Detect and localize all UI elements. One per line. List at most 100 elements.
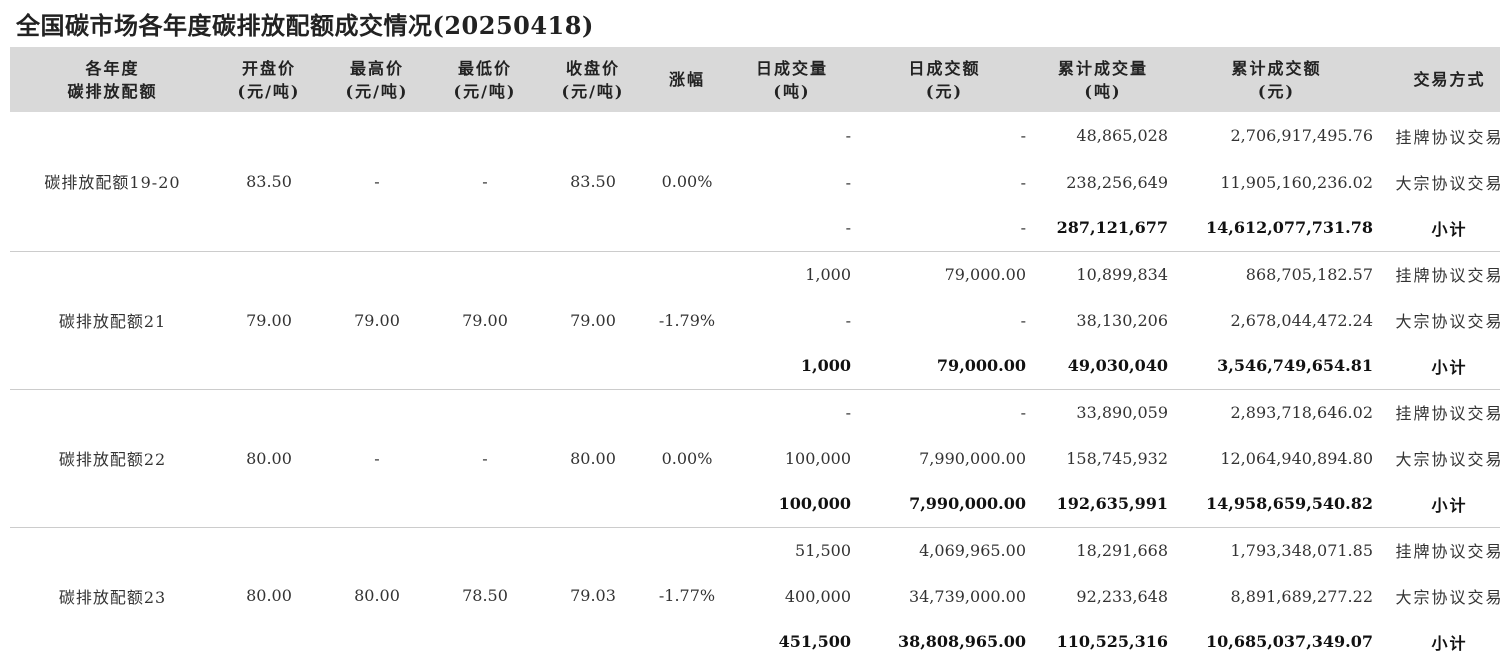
cum-volume-subtotal: 192,635,991 (1056, 494, 1168, 514)
daily-amount: - (1020, 172, 1026, 192)
daily-amount: - (857, 388, 1032, 435)
cum-amount: 8,891,689,277.22 (1230, 586, 1374, 606)
daily-volume: - (845, 172, 851, 192)
header-category: 各年度 碳排放配额 (67, 58, 158, 101)
cum-amount-subtotal: 14,612,077,731.78 (1205, 218, 1373, 238)
header-daily-volume: 日成交量 (吨) (755, 58, 828, 101)
header-high: 最高价 (元/吨) (345, 58, 409, 101)
cum-volume: 18,291,668 (1032, 526, 1174, 573)
cum-volume: 33,890,059 (1032, 388, 1174, 435)
cum-amount: 2,706,917,495.76 (1230, 126, 1374, 145)
allowance-name: 碳排放配额21 (10, 250, 215, 389)
high-price: 80.00 (323, 526, 431, 664)
cum-amount: 12,064,940,894.80 (1220, 448, 1373, 468)
daily-volume: - (845, 126, 851, 145)
daily-volume-subtotal: 451,500 (778, 632, 851, 651)
table-row: 碳排放配额23 80.00 80.00 78.50 79.03 -1.77% 5… (10, 526, 1500, 664)
cum-amount: 2,893,718,646.02 (1174, 388, 1379, 435)
daily-amount-subtotal: 7,990,000.00 (909, 494, 1026, 514)
daily-volume: - (845, 218, 851, 238)
close-price: 80.00 (539, 388, 647, 527)
high-price: - (323, 388, 431, 527)
subtotal-row: 451,500 38,808,965.00 110,525,316 10,685… (10, 619, 1500, 664)
low-price: 79.00 (431, 250, 539, 389)
table-row: - - 38,130,206 2,678,044,472.24 大宗协议交易 (10, 297, 1500, 343)
daily-volume: - (727, 388, 857, 435)
daily-amount-subtotal: 79,000.00 (936, 356, 1026, 376)
daily-volume: 400,000 (784, 586, 851, 606)
table-row: 碳排放配额21 79.00 79.00 79.00 79.00 -1.79% 1… (10, 250, 1500, 389)
cum-volume: 38,130,206 (1076, 310, 1168, 330)
table-row: 100,000 7,990,000.00 158,745,932 12,064,… (10, 435, 1500, 481)
close-price: 83.50 (570, 171, 616, 191)
daily-amount: 34,739,000.00 (908, 586, 1026, 606)
trade-method: 挂牌协议交易 (1379, 526, 1500, 573)
high-price: 79.00 (323, 250, 431, 389)
table-row: - - 238,256,649 11,905,160,236.02 大宗协议交易 (10, 159, 1500, 205)
daily-amount: - (1020, 218, 1026, 238)
high-price: - (374, 171, 380, 191)
header-method: 交易方式 (1413, 70, 1486, 89)
daily-amount: 7,990,000.00 (919, 448, 1026, 468)
table-row: 碳排放配额19-20 83.50 - - 83.50 0.00% - - 48,… (10, 112, 1500, 192)
subtotal-label: 小计 (1431, 495, 1468, 515)
daily-volume: - (845, 310, 851, 330)
cum-volume: 48,865,028 (1076, 126, 1168, 145)
cum-amount-subtotal: 3,546,749,654.81 (1217, 356, 1373, 376)
cum-amount-subtotal: 10,685,037,349.07 (1205, 632, 1373, 651)
subtotal-row: 1,000 79,000.00 49,030,040 3,546,749,654… (10, 343, 1500, 389)
cum-volume-subtotal: 49,030,040 (1067, 356, 1168, 376)
change-pct: 0.00% (647, 388, 727, 527)
table-row: 碳排放配额22 80.00 - - 80.00 0.00% - - 33,890… (10, 388, 1500, 527)
subtotal-label: 小计 (1431, 357, 1468, 377)
table-header-row: 各年度 碳排放配额 开盘价 (元/吨) 最高价 (元/吨) 最低价 (元/吨) 收盘价(… (10, 47, 1500, 112)
open-price: 80.00 (215, 526, 323, 664)
subtotal-row: 100,000 7,990,000.00 192,635,991 14,958,… (10, 481, 1500, 527)
daily-volume: 1,000 (727, 250, 857, 297)
cum-volume: 10,899,834 (1032, 250, 1174, 297)
header-daily-amount: 日成交额 (元) (908, 58, 981, 101)
cum-volume: 92,233,648 (1076, 586, 1168, 606)
cum-volume-subtotal: 110,525,316 (1056, 632, 1168, 651)
header-low: 最低价 (元/吨) (453, 58, 517, 101)
cum-volume: 238,256,649 (1066, 172, 1168, 192)
subtotal-row: - - 287,121,677 14,612,077,731.78 小计 (10, 205, 1500, 251)
subtotal-label: 小计 (1431, 633, 1468, 653)
trade-method: 大宗协议交易 (1395, 450, 1500, 469)
close-price: 79.00 (539, 250, 647, 389)
trade-method: 大宗协议交易 (1395, 174, 1500, 193)
trade-method: 挂牌协议交易 (1395, 127, 1500, 147)
cum-amount: 868,705,182.57 (1174, 250, 1379, 297)
cum-amount: 1,793,348,071.85 (1174, 526, 1379, 573)
daily-volume: 100,000 (784, 448, 851, 468)
cum-amount: 2,678,044,472.24 (1230, 310, 1374, 330)
allowance-name: 碳排放配额19-20 (44, 173, 181, 193)
open-price: 80.00 (215, 388, 323, 527)
trade-method: 挂牌协议交易 (1379, 388, 1500, 435)
daily-amount-subtotal: 38,808,965.00 (897, 632, 1026, 651)
header-change: 涨幅 (668, 70, 705, 89)
table-row: 400,000 34,739,000.00 92,233,648 8,891,6… (10, 573, 1500, 619)
daily-amount: - (1020, 126, 1026, 145)
daily-volume: 51,500 (727, 526, 857, 573)
allowance-name: 碳排放配额23 (10, 526, 215, 664)
header-cum-volume: 累计成交量 (吨) (1057, 58, 1148, 101)
trade-method: 挂牌协议交易 (1379, 250, 1500, 297)
header-open: 开盘价 (元/吨) (237, 58, 301, 101)
open-price: 79.00 (215, 250, 323, 389)
low-price: - (431, 388, 539, 527)
change-pct: 0.00% (661, 171, 713, 191)
cum-amount: 11,905,160,236.02 (1220, 172, 1373, 192)
header-close: 收盘价 (元/吨) (561, 58, 625, 101)
close-price: 79.03 (539, 526, 647, 664)
daily-amount: - (1020, 310, 1026, 330)
page-title: 全国碳市场各年度碳排放配额成交情况(20250418) (16, 11, 594, 40)
subtotal-label: 小计 (1431, 219, 1468, 239)
header-cum-amount: 累计成交额 (元) (1231, 58, 1322, 101)
carbon-trading-table: 各年度 碳排放配额 开盘价 (元/吨) 最高价 (元/吨) 最低价 (元/吨) 收盘价(… (10, 47, 1500, 664)
daily-volume-subtotal: 1,000 (800, 356, 851, 376)
cum-volume: 158,745,932 (1066, 448, 1168, 468)
change-pct: -1.79% (647, 250, 727, 389)
trade-method: 大宗协议交易 (1395, 312, 1500, 331)
cum-volume-subtotal: 287,121,677 (1056, 218, 1168, 238)
